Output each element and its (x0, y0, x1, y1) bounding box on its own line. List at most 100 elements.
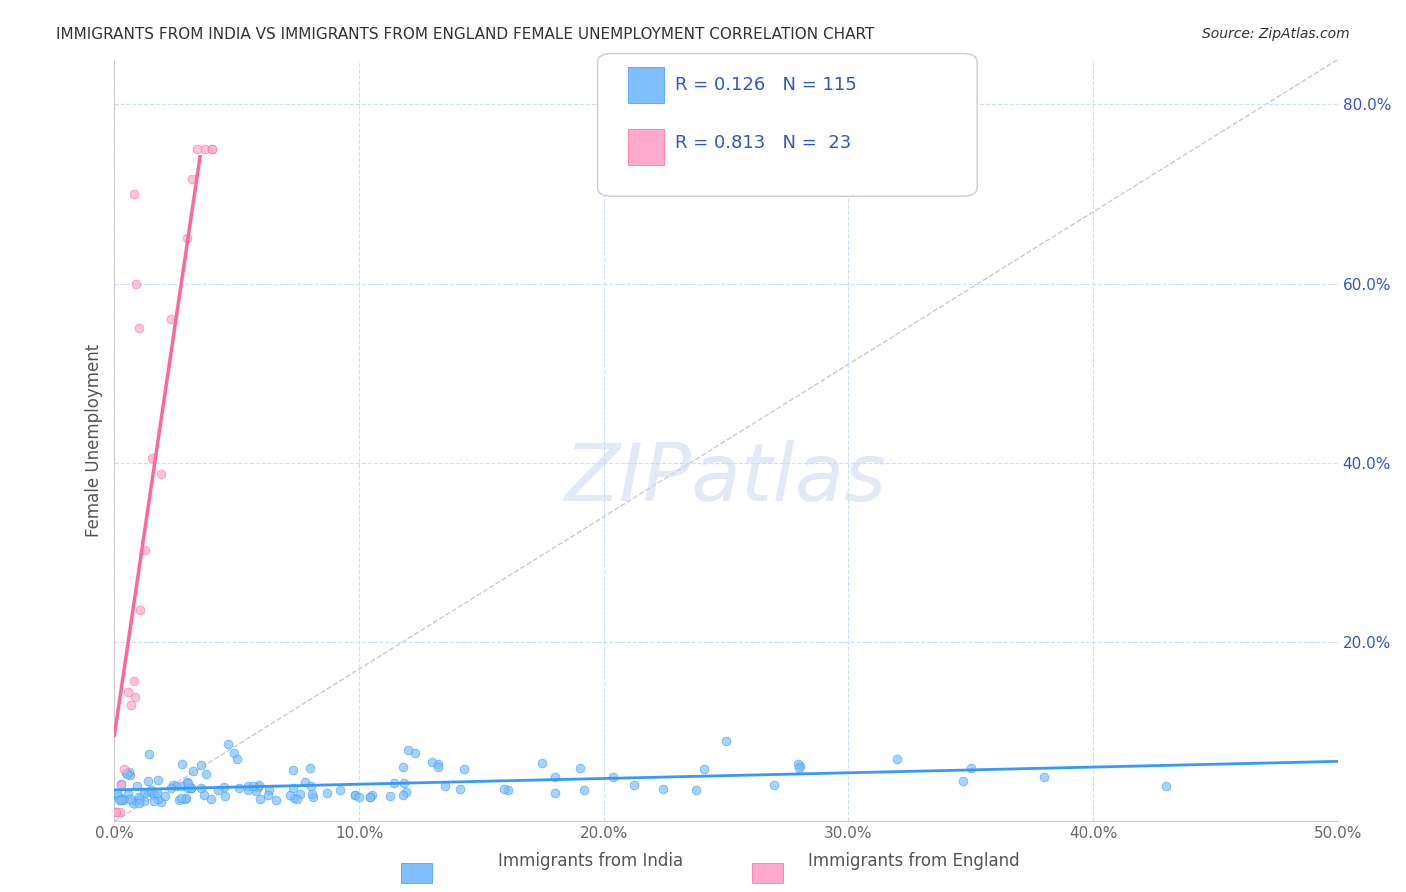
Point (959, 761, 981, 775)
Point (449, 782, 471, 797)
Point (361, 788, 384, 802)
Point (180, 172, 202, 186)
Point (120, 698, 142, 712)
Point (176, 231, 198, 245)
Point (121, 796, 143, 810)
Point (453, 762, 475, 776)
Point (110, 777, 132, 791)
Point (245, 784, 267, 798)
Point (228, 781, 250, 796)
Point (181, 764, 204, 779)
Point (180, 780, 202, 795)
Point (150, 796, 173, 810)
Point (544, 770, 567, 784)
Point (623, 778, 645, 792)
Point (426, 759, 449, 773)
Point (347, 789, 370, 804)
Text: IMMIGRANTS FROM INDIA VS IMMIGRANTS FROM ENGLAND FEMALE UNEMPLOYMENT CORRELATION: IMMIGRANTS FROM INDIA VS IMMIGRANTS FROM… (56, 27, 875, 42)
Point (194, 142, 217, 156)
Point (201, 142, 224, 156)
Text: ZIPatlas: ZIPatlas (565, 440, 887, 517)
Point (281, 763, 304, 777)
Point (329, 782, 352, 797)
Point (180, 780, 202, 795)
Point (420, 755, 443, 769)
Point (141, 451, 163, 466)
Point (283, 791, 305, 805)
Point (120, 792, 142, 806)
Point (117, 787, 139, 801)
Point (110, 793, 132, 807)
Point (105, 786, 128, 800)
Point (359, 789, 381, 804)
Point (124, 673, 146, 688)
Point (236, 783, 259, 797)
Text: R = 0.813   N =  23: R = 0.813 N = 23 (675, 134, 851, 152)
Point (287, 792, 309, 806)
Point (200, 792, 222, 806)
Point (125, 779, 148, 793)
Point (190, 757, 212, 772)
Point (146, 791, 169, 805)
Point (118, 765, 141, 780)
Point (110, 778, 132, 792)
Point (143, 789, 166, 803)
Point (1156, 779, 1178, 793)
Point (136, 773, 159, 788)
Point (496, 782, 519, 797)
Point (214, 789, 236, 803)
Point (426, 757, 449, 772)
Point (382, 776, 405, 790)
Point (602, 770, 624, 784)
Point (159, 312, 181, 326)
Point (136, 785, 159, 799)
Point (299, 761, 322, 775)
Point (122, 187, 145, 202)
Point (170, 791, 193, 805)
Point (281, 780, 304, 795)
Text: Immigrants from England: Immigrants from England (808, 852, 1019, 870)
Point (155, 789, 177, 804)
Point (264, 793, 287, 807)
Point (344, 788, 367, 802)
Point (217, 737, 239, 751)
Point (249, 791, 271, 805)
Point (143, 794, 166, 808)
Point (238, 779, 260, 793)
Point (378, 789, 401, 804)
Point (359, 789, 381, 804)
Point (112, 763, 135, 777)
Point (569, 761, 592, 775)
Point (886, 752, 908, 766)
Point (128, 602, 150, 616)
Point (256, 788, 278, 802)
Point (294, 775, 316, 789)
Point (201, 142, 224, 156)
Point (395, 785, 418, 799)
Point (288, 787, 311, 801)
Point (170, 756, 193, 771)
Point (574, 782, 596, 797)
Point (225, 752, 247, 766)
Point (128, 321, 150, 335)
Point (124, 690, 146, 704)
Point (177, 776, 200, 790)
Point (530, 756, 553, 771)
Point (299, 779, 322, 793)
Point (492, 782, 515, 797)
Point (104, 805, 127, 820)
Point (176, 774, 198, 789)
Point (343, 788, 366, 802)
Point (138, 747, 160, 762)
Point (763, 778, 786, 792)
Point (392, 759, 415, 773)
Point (190, 781, 212, 796)
Point (142, 786, 165, 800)
Point (149, 467, 172, 481)
Point (692, 762, 714, 776)
Point (146, 786, 169, 800)
Point (316, 786, 339, 800)
Point (118, 768, 141, 782)
Point (186, 142, 208, 156)
Point (170, 779, 193, 793)
